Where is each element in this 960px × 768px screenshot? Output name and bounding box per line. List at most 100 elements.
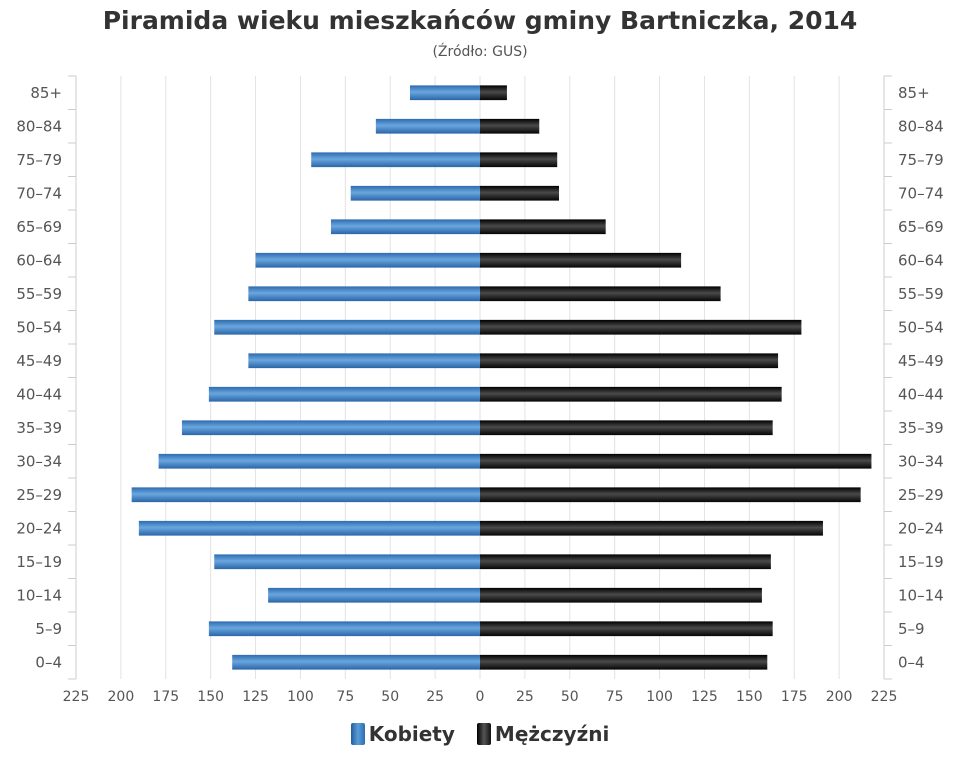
x-tick-label: 25 <box>516 689 534 705</box>
bar-men <box>480 319 802 335</box>
bar-men <box>480 554 771 570</box>
category-label-right: 15–19 <box>898 553 944 571</box>
x-tick-label: 225 <box>871 689 898 705</box>
category-label-left: 85+ <box>30 84 62 102</box>
bar-men <box>480 654 768 670</box>
x-tick-label: 200 <box>108 689 135 705</box>
x-tick-label: 175 <box>152 689 179 705</box>
category-label-left: 20–24 <box>16 519 62 537</box>
bar-women <box>181 420 480 436</box>
x-tick-label: 75 <box>606 689 624 705</box>
legend-item-women[interactable]: Kobiety <box>350 722 455 746</box>
bar-women <box>232 654 480 670</box>
bar-men <box>480 487 861 503</box>
bar-men <box>480 520 823 536</box>
bar-women <box>248 353 480 369</box>
x-tick-label: 0 <box>476 689 485 705</box>
category-label-right: 60–64 <box>898 251 944 269</box>
bar-men <box>480 252 682 268</box>
bar-men <box>480 453 872 469</box>
bar-women <box>214 554 480 570</box>
bar-women <box>214 319 480 335</box>
bar-women <box>409 85 480 101</box>
bar-women <box>268 587 480 603</box>
category-label-left: 75–79 <box>16 151 62 169</box>
bar-men <box>480 353 779 369</box>
x-tick-label: 100 <box>646 689 673 705</box>
legend-swatch-women <box>350 723 365 745</box>
bar-men <box>480 386 782 402</box>
x-tick-label: 125 <box>242 689 269 705</box>
x-tick-label: 175 <box>781 689 808 705</box>
category-label-right: 40–44 <box>898 385 944 403</box>
legend-label-men: Mężczyźni <box>494 722 610 746</box>
bar-women <box>208 621 481 637</box>
x-tick-label: 150 <box>197 689 224 705</box>
bar-men <box>480 621 773 637</box>
category-label-right: 30–34 <box>898 452 944 470</box>
legend-swatch-men <box>476 723 491 745</box>
bar-women <box>255 252 480 268</box>
category-label-right: 70–74 <box>898 184 944 202</box>
bar-women <box>158 453 480 469</box>
bar-men <box>480 286 721 302</box>
category-label-left: 30–34 <box>16 452 62 470</box>
legend-item-men[interactable]: Mężczyźni <box>476 722 610 746</box>
bar-men <box>480 118 540 134</box>
bar-women <box>311 152 480 168</box>
bar-men <box>480 85 507 101</box>
category-label-left: 45–49 <box>16 352 62 370</box>
category-label-left: 65–69 <box>16 218 62 236</box>
x-tick-label: 25 <box>426 689 444 705</box>
bar-men <box>480 185 560 201</box>
legend: Kobiety Mężczyźni <box>0 722 960 746</box>
category-label-right: 45–49 <box>898 352 944 370</box>
x-tick-label: 100 <box>287 689 314 705</box>
chart-title: Piramida wieku mieszkańców gminy Bartnic… <box>102 6 858 35</box>
bar-women <box>330 219 480 235</box>
category-label-left: 10–14 <box>16 586 62 604</box>
category-label-left: 80–84 <box>16 117 62 135</box>
bar-women <box>248 286 480 302</box>
category-label-left: 35–39 <box>16 419 62 437</box>
bar-men <box>480 587 762 603</box>
category-label-right: 25–29 <box>898 486 944 504</box>
x-tick-label: 200 <box>826 689 853 705</box>
x-tick-label: 225 <box>63 689 90 705</box>
category-label-left: 60–64 <box>16 251 62 269</box>
category-label-left: 50–54 <box>16 318 62 336</box>
x-tick-label: 125 <box>691 689 718 705</box>
bar-men <box>480 219 606 235</box>
category-label-right: 75–79 <box>898 151 944 169</box>
category-label-left: 25–29 <box>16 486 62 504</box>
category-label-left: 5–9 <box>35 620 62 638</box>
bar-women <box>208 386 481 402</box>
x-tick-label: 150 <box>736 689 763 705</box>
chart-subtitle: (Źródło: GUS) <box>432 44 528 60</box>
bar-women <box>350 185 480 201</box>
x-tick-label: 75 <box>336 689 354 705</box>
category-label-right: 0–4 <box>898 653 925 671</box>
bar-women <box>131 487 480 503</box>
category-label-left: 70–74 <box>16 184 62 202</box>
category-label-right: 65–69 <box>898 218 944 236</box>
category-label-right: 85+ <box>898 84 930 102</box>
category-label-right: 80–84 <box>898 117 944 135</box>
bar-men <box>480 152 558 168</box>
bar-men <box>480 420 773 436</box>
x-tick-label: 50 <box>381 689 399 705</box>
category-label-right: 35–39 <box>898 419 944 437</box>
category-label-left: 40–44 <box>16 385 62 403</box>
category-label-right: 50–54 <box>898 318 944 336</box>
x-tick-label: 50 <box>561 689 579 705</box>
legend-label-women: Kobiety <box>368 722 455 746</box>
category-label-left: 55–59 <box>16 285 62 303</box>
category-label-right: 20–24 <box>898 519 944 537</box>
category-label-right: 5–9 <box>898 620 925 638</box>
bar-women <box>138 520 480 536</box>
bar-women <box>375 118 480 134</box>
category-label-right: 10–14 <box>898 586 944 604</box>
category-label-right: 55–59 <box>898 285 944 303</box>
